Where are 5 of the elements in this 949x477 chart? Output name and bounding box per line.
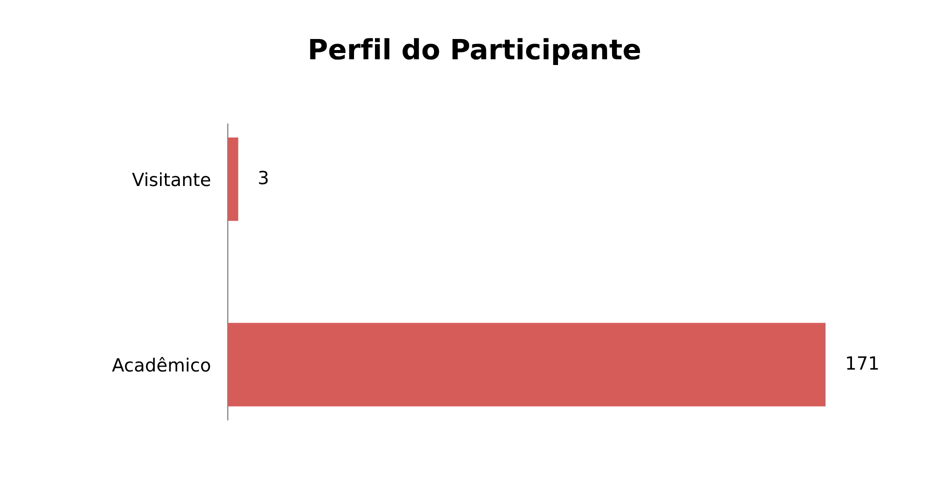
data-label: 3 <box>259 170 268 184</box>
data-label: 171 <box>847 356 878 370</box>
y-tick-label: Visitante <box>132 172 210 186</box>
y-tick-label: Acadêmico <box>112 357 210 372</box>
chart-title: Perfil do Participante <box>310 38 640 66</box>
